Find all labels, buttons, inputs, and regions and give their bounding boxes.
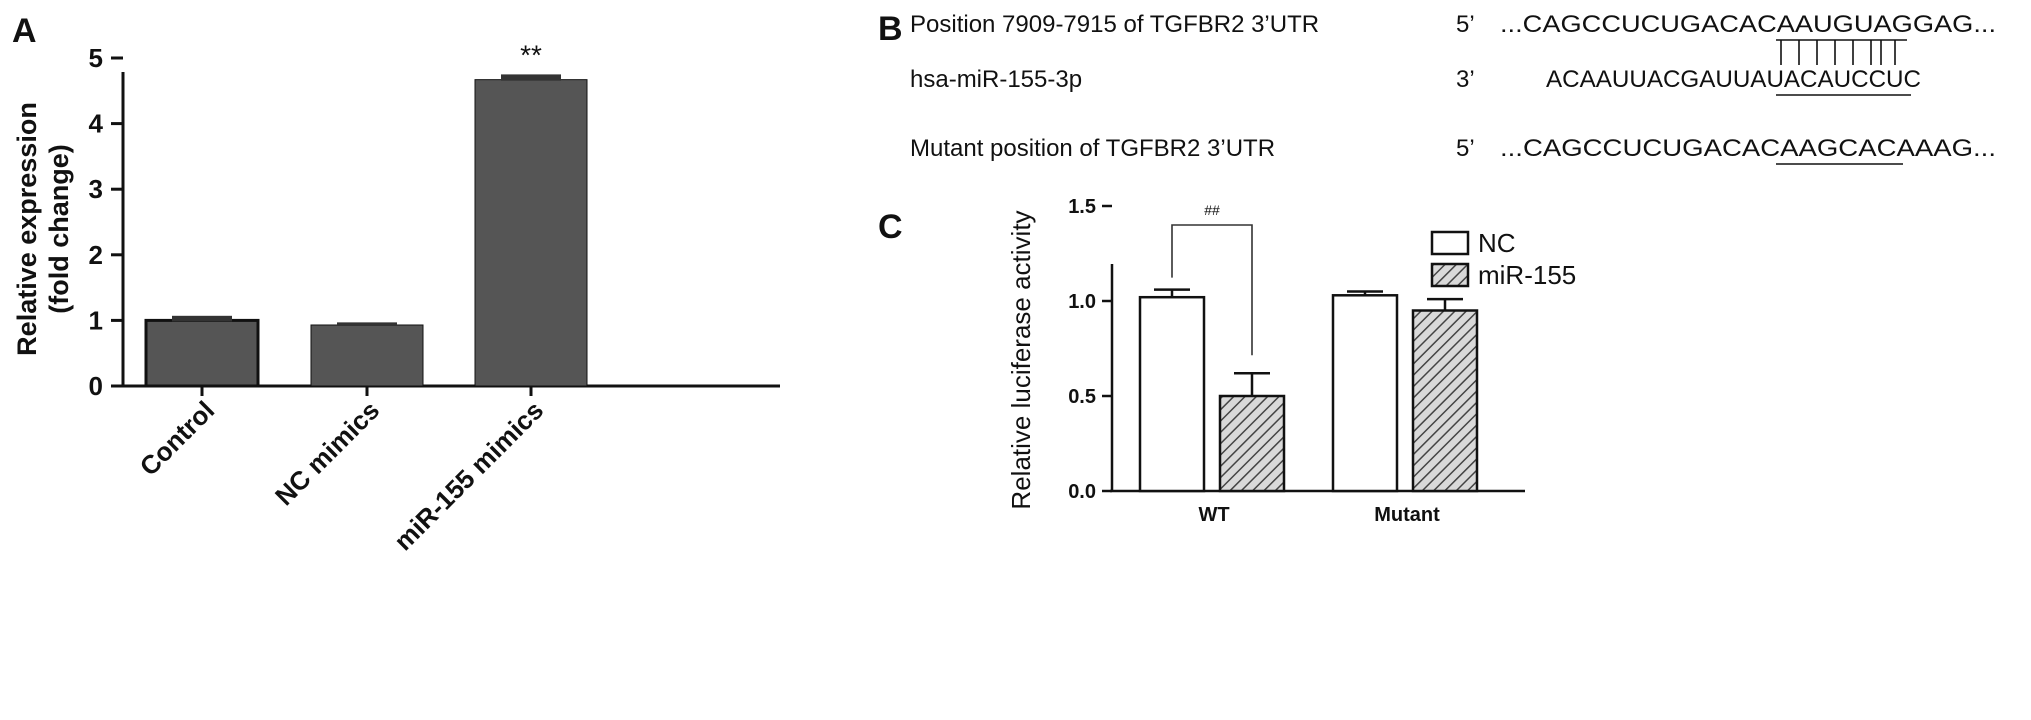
legend-nc-label: NC: [1478, 228, 1516, 258]
legend-mir155-label: miR-155: [1478, 260, 1576, 290]
panel-a-ytick-label: 3: [89, 174, 103, 204]
panel-a-significance-label: **: [520, 39, 542, 70]
panel-a-bar: [474, 79, 588, 387]
panel-b-sequences: Position 7909-7915 of TGFBR2 3’UTR 5’ ..…: [910, 11, 1996, 165]
panel-a-error-bar: [501, 74, 561, 81]
panel-c-ytick-label: 0.0: [1068, 481, 1096, 503]
panel-c-bar-mir155: [1411, 309, 1479, 493]
panel-a-ytick-label: 0: [89, 371, 103, 401]
panel-c-category-label: WT: [1198, 504, 1229, 526]
panel-a-error-bar: [337, 322, 397, 326]
seq-row-1-end: 5’: [1456, 11, 1475, 38]
legend-nc-swatch: [1430, 230, 1470, 256]
panel-c-bar-nc: [1331, 294, 1399, 493]
panel-c-ytick-label: 1.5: [1068, 196, 1096, 218]
panel-c-ytick-label: 0.5: [1068, 386, 1096, 408]
panel-a-category-label: Control: [134, 395, 221, 482]
panel-a-ylabel-line1: Relative expression: [12, 102, 42, 356]
panel-c-ytick-label: 1.0: [1068, 291, 1096, 313]
seq-row-3-end: 5’: [1456, 135, 1475, 162]
panel-a-bar: [144, 318, 260, 388]
legend-mir155-swatch: [1430, 262, 1470, 288]
panel-a-ytick-label: 2: [89, 240, 103, 270]
panel-a-error-bar: [172, 315, 232, 322]
panel-c-ylabel: Relative luciferase activity: [1006, 210, 1036, 509]
seq-row-1-sequence: ...CAGCCUCUGACACAAUGUAGGAG...: [1500, 11, 1996, 38]
panel-b-letter: B: [878, 10, 903, 48]
panel-a-category-label: miR-155 mimics: [388, 395, 549, 556]
panel-a-ytick-label: 1: [89, 305, 103, 335]
seq-row-1-label: Position 7909-7915 of TGFBR2 3’UTR: [910, 11, 1319, 38]
panel-a-category-label: NC mimics: [269, 395, 385, 511]
panel-c-bar-nc: [1138, 295, 1206, 493]
seq-row-3-sequence: ...CAGCCUCUGACACAAGCACAAAG...: [1500, 135, 1996, 162]
panel-a-ylabel-line2: (fold change): [44, 144, 74, 314]
panel-a-bar: [310, 324, 424, 387]
panel-a-ytick-label: 5: [89, 43, 103, 73]
seq-row-2-end: 3’: [1456, 66, 1475, 93]
panel-c-category-label: Mutant: [1374, 504, 1440, 526]
panel-c-significance-bracket: [1171, 224, 1253, 356]
base-pairing-ticks: [1780, 40, 1896, 65]
panel-c-bar-mir155: [1218, 394, 1286, 493]
seq-row-3-label: Mutant position of TGFBR2 3’UTR: [910, 135, 1275, 162]
panel-c-significance-label: ##: [1204, 202, 1220, 218]
panel-c-letter: C: [878, 208, 903, 246]
panel-a-ytick-label: 4: [89, 109, 104, 139]
seq-row-2-sequence: ACAAUUACGAUUAUACAUCCUC: [1546, 66, 1921, 93]
panel-a-chart: Relative expression (fold change) 0 1 2 3 4 5…: [12, 39, 780, 556]
panel-c-chart: Relative luciferase activity NC miR-155 …: [1006, 196, 1576, 526]
seq-row-2-label: hsa-miR-155-3p: [910, 66, 1082, 93]
panel-a-letter: A: [12, 12, 37, 50]
